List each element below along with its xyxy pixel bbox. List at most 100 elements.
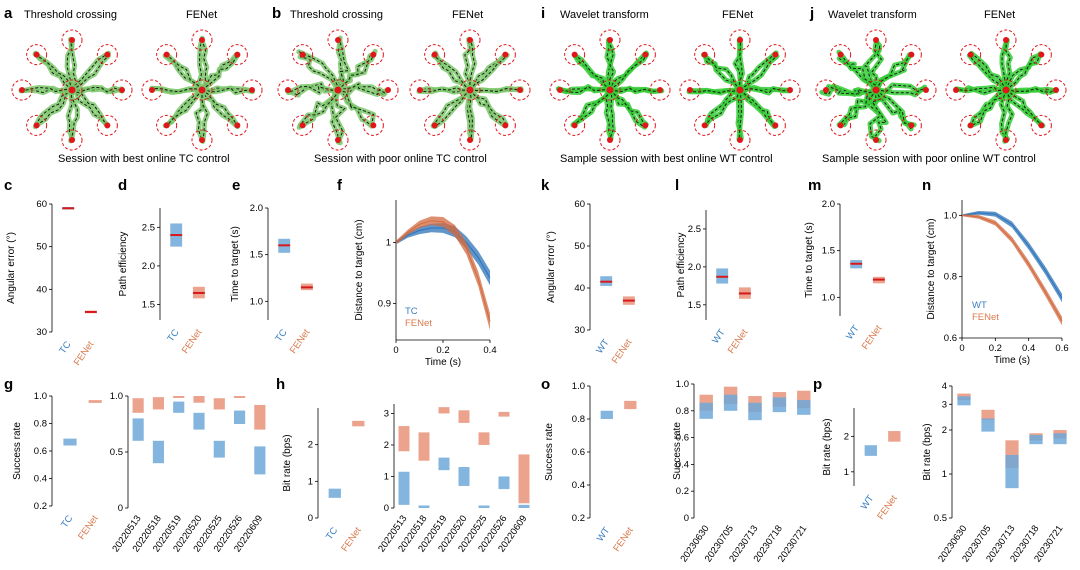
x-tick-label: TC [324,525,340,542]
x-axis-label: Time (s) [994,355,1030,366]
box [478,432,490,445]
target-dot [657,87,663,93]
panel-j-caption: Sample session with poor online WT contr… [822,153,1036,165]
trajectory-path [166,89,203,126]
trajectory-band [571,87,613,127]
x-tick-label: 0.2 [989,343,1002,354]
center-dot [872,86,880,94]
target-dot [285,87,291,93]
box [213,440,225,458]
box [518,454,530,504]
center-ring [865,79,887,101]
target-ring [549,79,571,101]
trajectory-path [34,89,73,128]
panel-letter-n: n [922,177,931,194]
box [63,438,77,446]
y-tick-label: 40 [36,284,47,295]
y-tick-label: 60 [574,199,585,210]
y-tick-label: 0.2 [34,501,47,512]
panel-a-right-title: FENet [186,9,217,21]
y-axis-label: Angular error (°) [6,232,17,304]
target-dot [953,87,959,93]
box [478,505,490,508]
target-dot [607,137,613,143]
box [1029,434,1043,445]
x-tick-label: 0.2 [436,345,449,356]
target-ring [830,44,852,66]
series-band-fenet [396,216,490,331]
target-ring [1030,114,1052,136]
target-dot [502,122,509,129]
box [132,418,144,441]
box [723,394,738,411]
target-dot [1003,37,1009,43]
trajectory-path [838,89,877,126]
target-ring [141,79,163,101]
target-dot [163,122,170,129]
center-ring [191,79,213,101]
target-ring [377,79,399,101]
chart-g2: 00.51.0202205132022051820220519202205202… [110,391,266,554]
panel-letter-l: l [675,177,679,194]
trajectory-path [969,89,1007,127]
trajectory-path [67,89,74,140]
target-dot [908,51,915,58]
box [233,396,246,398]
legend-series-2: FENet [972,312,999,323]
target-dot [163,51,170,58]
trajectory-path [558,85,611,94]
panel-letter-p: p [813,376,822,393]
box [88,400,102,403]
box [418,505,430,508]
x-tick-label: 0.6 [1055,343,1068,354]
panel-a-left-title: Threshold crossing [24,9,117,21]
trajectory-path [70,89,78,142]
y-tick-label: 1.5 [250,250,263,261]
series-line-tc [395,227,491,279]
target-ring [509,79,531,101]
target-dot [557,87,563,93]
center-ring [729,79,751,101]
y-tick-label: 0.6 [34,446,47,457]
x-tick-label: 0 [959,343,964,354]
target-ring [960,44,982,66]
y-axis-label: Time to target (s) [230,226,241,302]
trajectory-path [739,87,791,94]
center-dot [334,86,342,94]
panel-a-caption: Session with best online TC control [58,153,230,165]
trajectory-path [1004,89,1013,142]
y-tick-label: 4 [942,381,947,392]
y-tick-label: 30 [574,325,585,336]
chart-p1: 1 2 Bit rate (bps) WT FENet [822,408,901,522]
box [193,396,205,403]
box [193,412,205,430]
y-tick-label: 3 [942,399,947,410]
x-tick-label: WT [859,493,877,512]
y-axis-label: Path efficiency [676,233,687,298]
target-ring [1045,79,1067,101]
box [797,400,811,415]
y-tick-label: 2.0 [688,262,701,273]
y-axis-label: Success rate [672,422,683,480]
trajectory-path [337,51,376,91]
trajectory-path [299,89,339,126]
trajectory-path [298,51,339,90]
series-band-tc [396,223,490,286]
trajectory-path [337,83,386,96]
y-tick-label: 0.8 [572,414,585,425]
trajectory-path [71,86,123,93]
box [173,396,185,398]
target-ring [634,44,656,66]
target-ring [362,44,384,66]
y-tick-label: 1 [844,467,849,478]
y-tick-label: 0.9 [378,298,391,309]
panel-letter-d: d [118,177,127,194]
target-dot [772,122,779,129]
panel-b-caption: Session with poor online TC control [314,153,487,165]
y-tick-label: 2.0 [250,203,263,214]
trajectory-band [737,53,780,93]
target-dot [1053,87,1059,93]
x-tick-label: 0.4 [1022,343,1035,354]
trajectory-path [608,41,615,91]
